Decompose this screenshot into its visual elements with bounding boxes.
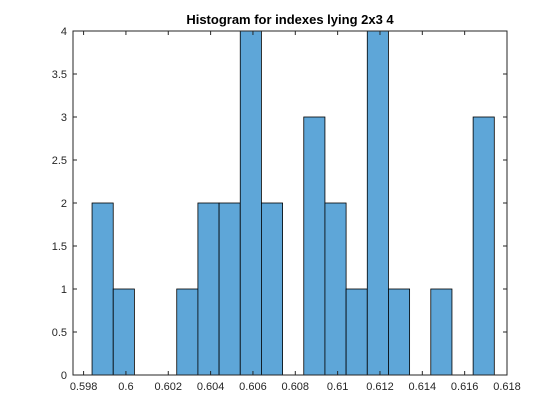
bars-group bbox=[91, 30, 495, 376]
x-tick-label: 0.602 bbox=[155, 381, 183, 393]
x-tick-label: 0.618 bbox=[493, 381, 521, 393]
y-tick-label: 1 bbox=[61, 284, 67, 296]
x-tick-label: 0.612 bbox=[366, 381, 394, 393]
histogram-bar bbox=[91, 202, 114, 376]
histogram-bar bbox=[472, 116, 495, 376]
x-tick-label: 0.616 bbox=[451, 381, 479, 393]
histogram-bar bbox=[366, 30, 389, 376]
y-tick-label: 3.5 bbox=[52, 69, 67, 81]
histogram-bar bbox=[324, 202, 347, 376]
histogram-bar bbox=[239, 30, 262, 376]
y-tick-label: 3 bbox=[61, 112, 67, 124]
histogram-bar bbox=[303, 116, 326, 376]
x-tick-label: 0.6 bbox=[118, 381, 133, 393]
y-tick-label: 2.5 bbox=[52, 155, 67, 167]
y-tick-label: 2 bbox=[61, 198, 67, 210]
histogram-bar bbox=[112, 288, 135, 376]
y-tick-label: 4 bbox=[61, 26, 67, 38]
x-tick-label: 0.606 bbox=[239, 381, 267, 393]
histogram-bar bbox=[176, 288, 199, 376]
histogram-bar bbox=[218, 202, 241, 376]
y-tick-label: 0 bbox=[61, 370, 67, 382]
y-axis: 0 0.5 1 1.5 2 2.5 3 3.5 4 bbox=[52, 26, 507, 382]
histogram-bar bbox=[345, 288, 368, 376]
histogram-bar bbox=[388, 288, 411, 376]
x-tick-label: 0.604 bbox=[197, 381, 225, 393]
x-tick-label: 0.608 bbox=[282, 381, 310, 393]
chart-title: Histogram for indexes lying 2x3 4 bbox=[186, 12, 394, 27]
histogram-bar bbox=[197, 202, 220, 376]
histogram-bar bbox=[430, 288, 453, 376]
histogram-bar bbox=[261, 202, 283, 376]
x-axis: 0.598 0.6 0.602 0.604 0.606 0.608 0.61 0.612 0.6… bbox=[70, 31, 521, 393]
x-tick-label: 0.598 bbox=[70, 381, 98, 393]
y-tick-label: 0.5 bbox=[52, 327, 67, 339]
x-tick-label: 0.614 bbox=[409, 381, 437, 393]
y-tick-label: 1.5 bbox=[52, 241, 67, 253]
x-tick-label: 0.61 bbox=[327, 381, 348, 393]
